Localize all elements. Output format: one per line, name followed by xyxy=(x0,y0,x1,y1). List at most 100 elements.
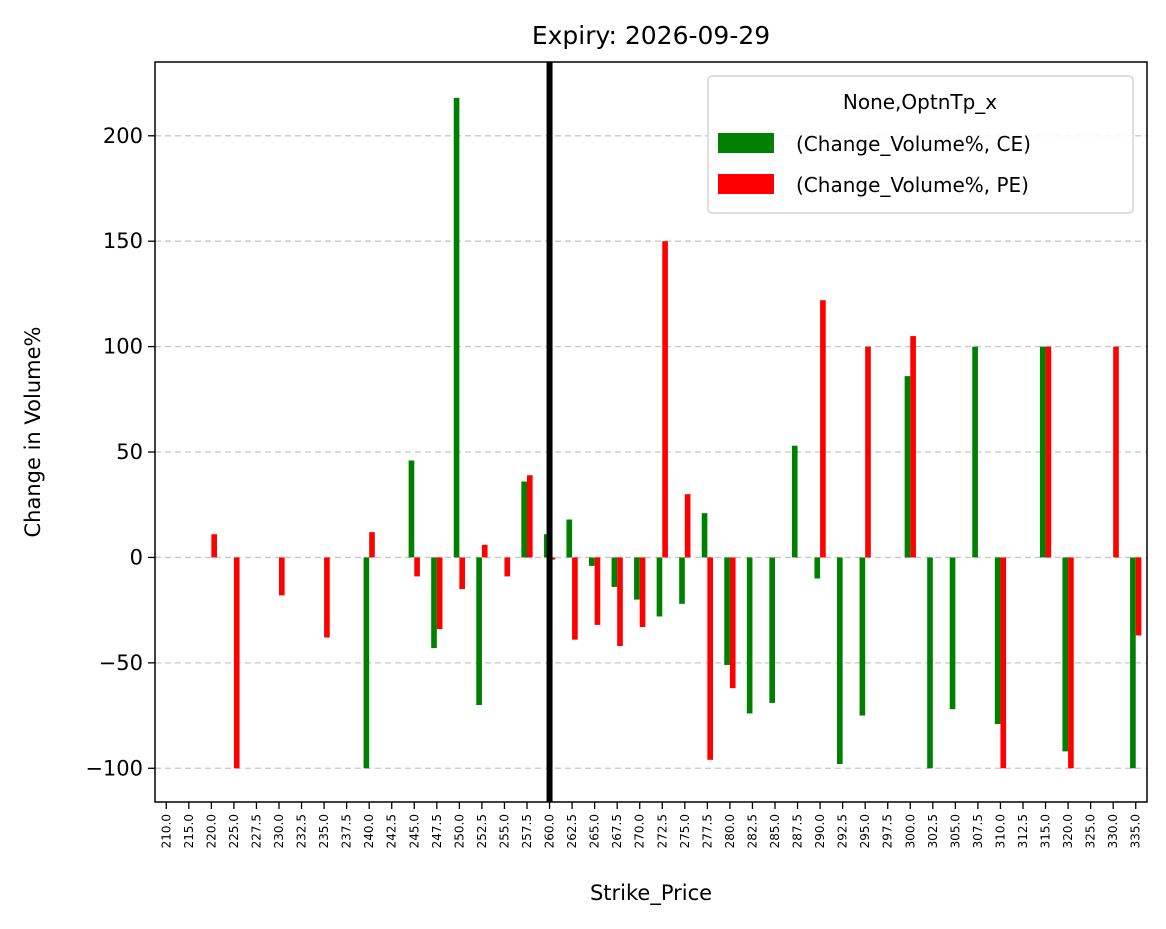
x-tick-label: 250.0 xyxy=(452,814,466,848)
x-tick-label: 247.5 xyxy=(430,814,444,848)
x-tick-label: 240.0 xyxy=(362,814,376,848)
x-tick-label: 255.0 xyxy=(497,814,511,848)
bar-ce xyxy=(904,376,911,558)
bar-pe xyxy=(527,475,533,558)
bar-pe xyxy=(594,557,601,625)
bar-pe xyxy=(729,557,736,689)
y-tick-label: −100 xyxy=(85,756,143,780)
bar-ce xyxy=(769,557,775,703)
bar-pe xyxy=(414,557,420,577)
bar-ce xyxy=(431,557,437,649)
x-tick-label: 297.5 xyxy=(881,814,895,848)
bar-ce xyxy=(949,557,956,710)
bar-ce xyxy=(521,481,527,558)
x-tick-label: 227.5 xyxy=(249,814,263,848)
x-tick-label: 235.0 xyxy=(317,814,331,848)
x-tick-label: 330.0 xyxy=(1106,814,1120,848)
x-tick-label: 220.0 xyxy=(204,814,218,848)
bar-ce xyxy=(814,557,821,579)
x-tick-label: 315.0 xyxy=(1039,814,1053,848)
bar-pe xyxy=(1113,346,1119,558)
x-tick-label: 275.0 xyxy=(678,814,692,848)
bar-pe xyxy=(1068,557,1074,769)
bar-ce xyxy=(746,557,753,714)
x-tick-label: 277.5 xyxy=(700,814,714,848)
y-tick-label: 0 xyxy=(130,545,143,569)
gridlines xyxy=(155,135,1147,769)
x-tick-label: 320.0 xyxy=(1061,814,1075,848)
legend: None,OptnTp_x (Change_Volume%, CE) (Chan… xyxy=(707,75,1134,214)
bar-pe xyxy=(459,557,465,590)
x-tick-label: 225.0 xyxy=(227,814,241,848)
bar-ce xyxy=(363,557,370,769)
x-tick-label: 292.5 xyxy=(836,814,850,848)
legend-swatch-pe xyxy=(718,174,774,194)
x-tick-label: 290.0 xyxy=(813,814,827,848)
plot-frame xyxy=(154,61,1148,803)
legend-label-pe: (Change_Volume%, PE) xyxy=(796,173,1029,197)
x-tick-label: 210.0 xyxy=(159,814,173,848)
legend-box xyxy=(707,75,1134,214)
bars xyxy=(211,97,1142,769)
bar-ce xyxy=(837,557,843,765)
bar-pe xyxy=(436,557,443,630)
bar-ce xyxy=(701,513,708,558)
x-tick-label: 325.0 xyxy=(1084,814,1098,848)
bar-ce xyxy=(859,557,866,716)
y-axis: −100 −50 0 50 100 150 200 xyxy=(85,124,155,780)
y-tick-label: 200 xyxy=(103,124,143,148)
bar-pe xyxy=(211,534,217,558)
x-tick-label: 312.5 xyxy=(1016,814,1030,848)
bar-ce xyxy=(1039,346,1046,558)
x-tick-label: 245.0 xyxy=(407,814,421,848)
x-tick-label: 242.5 xyxy=(385,814,399,848)
x-tick-label: 232.5 xyxy=(295,814,309,848)
x-tick-label: 282.5 xyxy=(745,814,759,848)
bar-pe xyxy=(1000,557,1007,769)
bar-ce xyxy=(791,445,798,558)
legend-label-ce: (Change_Volume%, CE) xyxy=(796,132,1031,156)
bar-pe xyxy=(572,557,578,640)
x-tick-label: 252.5 xyxy=(475,814,489,848)
x-tick-label: 272.5 xyxy=(655,814,669,848)
bar-ce xyxy=(1130,557,1136,769)
bar-pe xyxy=(820,300,826,558)
bar-pe xyxy=(279,557,285,596)
legend-title: None,OptnTp_x xyxy=(843,90,997,114)
y-tick-label: 100 xyxy=(103,335,143,359)
x-tick-label: 270.0 xyxy=(633,814,647,848)
bar-ce xyxy=(927,557,933,769)
x-axis: 210.0 215.0 220.0 225.0 227.5 230.0 232.5 235.0… xyxy=(159,802,1143,848)
x-tick-label: 302.5 xyxy=(926,814,940,848)
bar-pe xyxy=(910,336,916,558)
bar-ce xyxy=(656,557,663,617)
x-tick-label: 307.5 xyxy=(971,814,985,848)
bar-pe xyxy=(504,557,511,577)
y-tick-label: 50 xyxy=(116,440,143,464)
y-axis-label: Change in Volume% xyxy=(21,327,45,538)
x-tick-label: 260.0 xyxy=(543,814,557,848)
bar-ce xyxy=(679,557,685,604)
legend-swatch-ce xyxy=(718,133,774,153)
x-tick-label: 335.0 xyxy=(1129,814,1143,848)
x-tick-label: 215.0 xyxy=(182,814,196,848)
bar-ce xyxy=(611,557,618,587)
bar-pe xyxy=(1045,346,1052,558)
bar-ce xyxy=(408,460,415,558)
bar-pe xyxy=(233,557,240,769)
bar-pe xyxy=(662,241,668,558)
bar-pe xyxy=(481,544,488,558)
bar-pe xyxy=(639,557,646,628)
x-tick-label: 262.5 xyxy=(565,814,579,848)
y-tick-label: −50 xyxy=(99,651,143,675)
x-tick-label: 230.0 xyxy=(272,814,286,848)
bar-ce xyxy=(994,557,1001,724)
bar-ce xyxy=(1062,557,1069,752)
x-tick-label: 305.0 xyxy=(948,814,962,848)
x-tick-label: 237.5 xyxy=(340,814,354,848)
bar-pe xyxy=(865,346,871,558)
bar-pe xyxy=(707,557,713,760)
x-tick-label: 280.0 xyxy=(723,814,737,848)
bar-ce xyxy=(724,557,730,665)
bar-ce xyxy=(453,97,460,558)
